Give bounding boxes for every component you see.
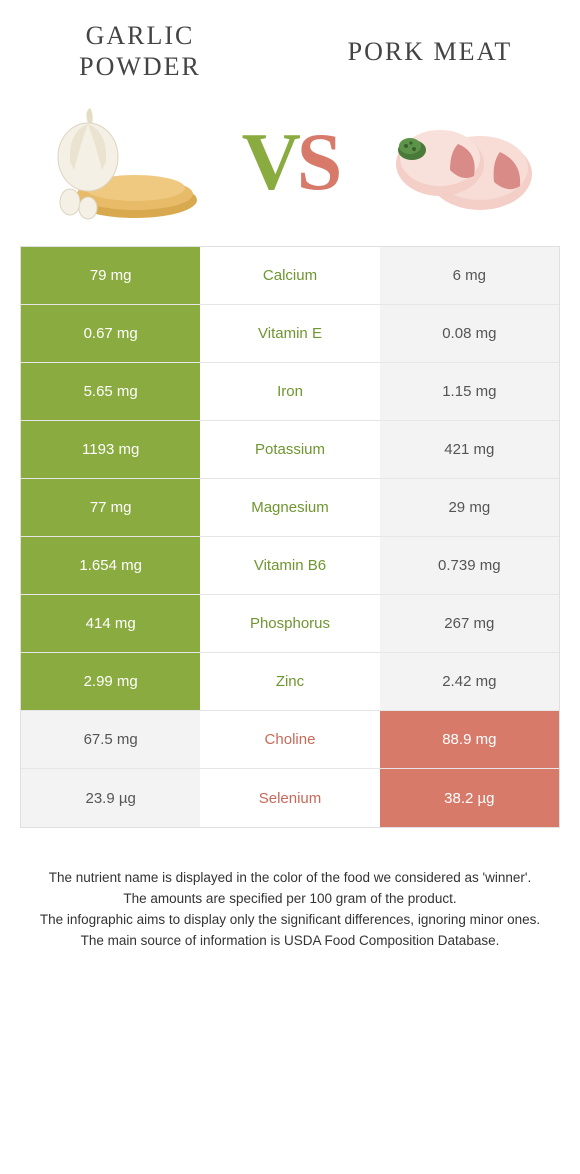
right-value: 2.42 mg <box>380 653 559 710</box>
left-value: 79 mg <box>21 247 200 304</box>
footnotes: The nutrient name is displayed in the co… <box>0 828 580 972</box>
left-value: 2.99 mg <box>21 653 200 710</box>
right-value: 29 mg <box>380 479 559 536</box>
nutrient-label: Zinc <box>200 653 379 710</box>
images-row: VS <box>0 92 580 246</box>
right-value: 0.08 mg <box>380 305 559 362</box>
table-row: 23.9 µgSelenium38.2 µg <box>21 769 559 827</box>
table-row: 1.654 mgVitamin B60.739 mg <box>21 537 559 595</box>
nutrient-label: Vitamin B6 <box>200 537 379 594</box>
header: GARLIC POWDER PORK MEAT <box>0 0 580 92</box>
right-food-title: PORK MEAT <box>320 36 540 67</box>
nutrient-label: Selenium <box>200 769 379 827</box>
nutrient-label: Magnesium <box>200 479 379 536</box>
pork-meat-image <box>370 102 540 222</box>
left-value: 0.67 mg <box>21 305 200 362</box>
left-value: 77 mg <box>21 479 200 536</box>
table-row: 2.99 mgZinc2.42 mg <box>21 653 559 711</box>
nutrient-label: Choline <box>200 711 379 768</box>
vs-label: VS <box>242 121 339 203</box>
table-row: 77 mgMagnesium29 mg <box>21 479 559 537</box>
footnote-line: The main source of information is USDA F… <box>30 931 550 952</box>
vs-v: V <box>242 116 297 207</box>
right-value: 6 mg <box>380 247 559 304</box>
nutrient-label: Phosphorus <box>200 595 379 652</box>
left-food-title: GARLIC POWDER <box>40 20 240 82</box>
garlic-powder-image <box>40 102 210 222</box>
nutrient-label: Iron <box>200 363 379 420</box>
left-value: 5.65 mg <box>21 363 200 420</box>
table-row: 1193 mgPotassium421 mg <box>21 421 559 479</box>
table-row: 67.5 mgCholine88.9 mg <box>21 711 559 769</box>
right-value: 1.15 mg <box>380 363 559 420</box>
left-value: 414 mg <box>21 595 200 652</box>
left-value: 23.9 µg <box>21 769 200 827</box>
footnote-line: The infographic aims to display only the… <box>30 910 550 931</box>
nutrient-table: 79 mgCalcium6 mg0.67 mgVitamin E0.08 mg5… <box>20 246 560 828</box>
left-value: 1.654 mg <box>21 537 200 594</box>
table-row: 79 mgCalcium6 mg <box>21 247 559 305</box>
right-value: 0.739 mg <box>380 537 559 594</box>
left-value: 67.5 mg <box>21 711 200 768</box>
table-row: 0.67 mgVitamin E0.08 mg <box>21 305 559 363</box>
footnote-line: The amounts are specified per 100 gram o… <box>30 889 550 910</box>
nutrient-label: Potassium <box>200 421 379 478</box>
right-value: 38.2 µg <box>380 769 559 827</box>
table-row: 414 mgPhosphorus267 mg <box>21 595 559 653</box>
nutrient-label: Calcium <box>200 247 379 304</box>
nutrient-label: Vitamin E <box>200 305 379 362</box>
left-value: 1193 mg <box>21 421 200 478</box>
footnote-line: The nutrient name is displayed in the co… <box>30 868 550 889</box>
right-value: 421 mg <box>380 421 559 478</box>
vs-s: S <box>297 116 339 207</box>
right-value: 88.9 mg <box>380 711 559 768</box>
right-value: 267 mg <box>380 595 559 652</box>
table-row: 5.65 mgIron1.15 mg <box>21 363 559 421</box>
